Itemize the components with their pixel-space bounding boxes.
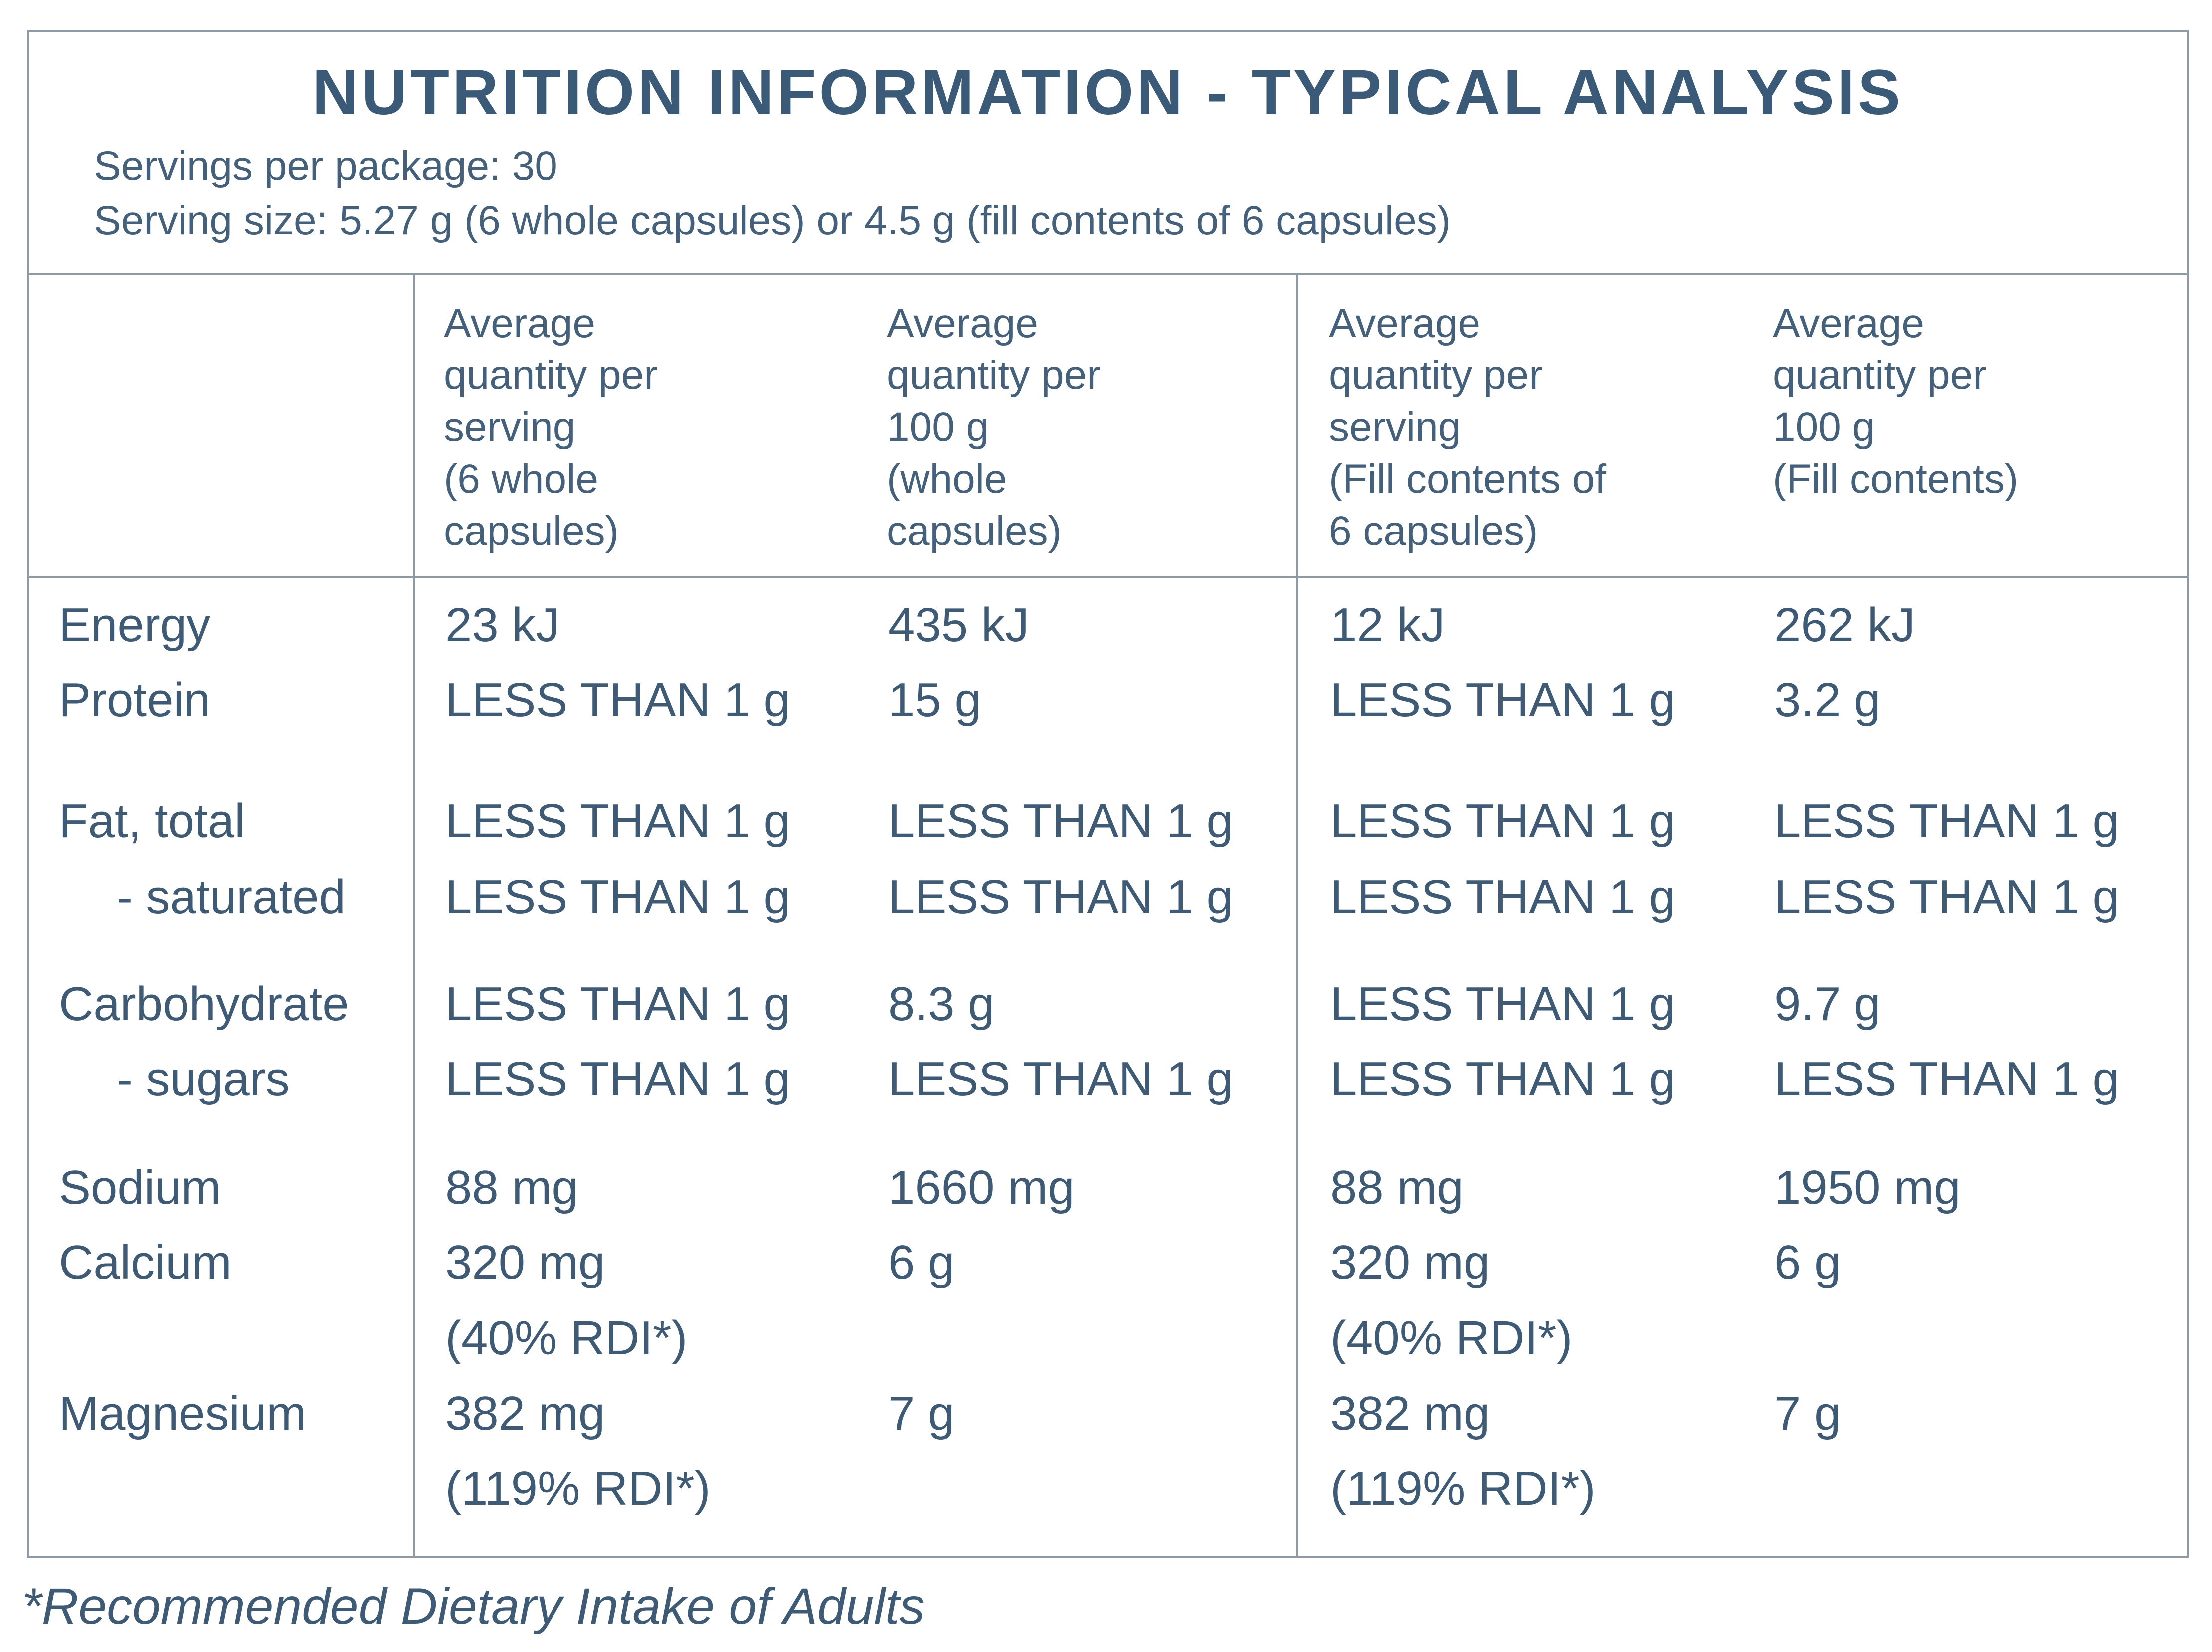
row-label-protein: Protein [59, 673, 211, 727]
column-header: Average quantity per 100 g (Fill content… [1773, 301, 2019, 502]
value-cell: 6 g [888, 1236, 955, 1289]
column-header: Average quantity per 100 g (whole capsul… [887, 301, 1101, 553]
value-cell: 7 g [1774, 1387, 1841, 1440]
value-cell: 6 g [1774, 1236, 1841, 1289]
column-header: Average quantity per serving (Fill conte… [1329, 301, 1606, 553]
value-cell: 7 g [888, 1387, 955, 1440]
value-cell: LESS THAN 1 g [888, 794, 1233, 848]
panel-header: NUTRITION INFORMATION - TYPICAL ANALYSIS… [29, 32, 2187, 275]
footnote: *Recommended Dietary Intake of Adults [22, 1578, 925, 1635]
value-cell: LESS THAN 1 g [445, 1052, 790, 1105]
row-label-saturated: - saturated [117, 870, 346, 923]
servings-per-package: Servings per package: 30 [94, 143, 557, 188]
value-cell: 88 mg [445, 1161, 578, 1214]
value-cell: LESS THAN 1 g [445, 977, 790, 1031]
value-cell: LESS THAN 1 g [1774, 1052, 2119, 1105]
row-label-sugars: - sugars [117, 1052, 290, 1105]
value-cell: LESS THAN 1 g [1330, 673, 1675, 727]
column-header: Average quantity per serving (6 whole ca… [444, 301, 658, 553]
row-label-magnesium: Magnesium [59, 1387, 307, 1440]
row-label-calcium: Calcium [59, 1236, 232, 1289]
value-cell: 262 kJ [1774, 598, 1915, 652]
value-cell: 1950 mg [1774, 1161, 1961, 1214]
rdi-note: (40% RDI*) [1330, 1311, 1573, 1365]
value-cell: 435 kJ [888, 598, 1029, 652]
value-cell: LESS THAN 1 g [1330, 977, 1675, 1031]
value-cell: 320 mg [445, 1236, 605, 1289]
value-cell: 382 mg [445, 1387, 605, 1440]
value-cell: 88 mg [1330, 1161, 1464, 1214]
value-cell: 12 kJ [1330, 598, 1445, 652]
column-divider [413, 275, 415, 1556]
value-cell: LESS THAN 1 g [1330, 794, 1675, 848]
serving-size: Serving size: 5.27 g (6 whole capsules) … [94, 198, 1451, 243]
value-cell: LESS THAN 1 g [445, 673, 790, 727]
row-label-fat-total: Fat, total [59, 794, 245, 848]
value-cell: 15 g [888, 673, 981, 727]
rdi-note: (119% RDI*) [1330, 1462, 1596, 1515]
rdi-note: (40% RDI*) [445, 1311, 688, 1365]
rdi-note: (119% RDI*) [445, 1462, 711, 1515]
value-cell: 382 mg [1330, 1387, 1490, 1440]
value-cell: LESS THAN 1 g [1774, 794, 2119, 848]
row-label-sodium: Sodium [59, 1161, 221, 1214]
header-divider [29, 576, 2187, 578]
column-divider [1296, 275, 1298, 1556]
value-cell: 23 kJ [445, 598, 560, 652]
panel-title: NUTRITION INFORMATION - TYPICAL ANALYSIS [312, 57, 1904, 128]
row-label-carbohydrate: Carbohydrate [59, 977, 349, 1031]
value-cell: LESS THAN 1 g [1330, 870, 1675, 923]
value-cell: 9.7 g [1774, 977, 1881, 1031]
value-cell: LESS THAN 1 g [1774, 870, 2119, 923]
value-cell: LESS THAN 1 g [888, 1052, 1233, 1105]
nutrition-panel: NUTRITION INFORMATION - TYPICAL ANALYSIS… [27, 30, 2189, 1558]
value-cell: LESS THAN 1 g [1330, 1052, 1675, 1105]
value-cell: LESS THAN 1 g [888, 870, 1233, 923]
value-cell: LESS THAN 1 g [445, 794, 790, 848]
value-cell: LESS THAN 1 g [445, 870, 790, 923]
row-label-energy: Energy [59, 598, 211, 652]
value-cell: 3.2 g [1774, 673, 1881, 727]
value-cell: 320 mg [1330, 1236, 1490, 1289]
value-cell: 1660 mg [888, 1161, 1075, 1214]
value-cell: 8.3 g [888, 977, 995, 1031]
